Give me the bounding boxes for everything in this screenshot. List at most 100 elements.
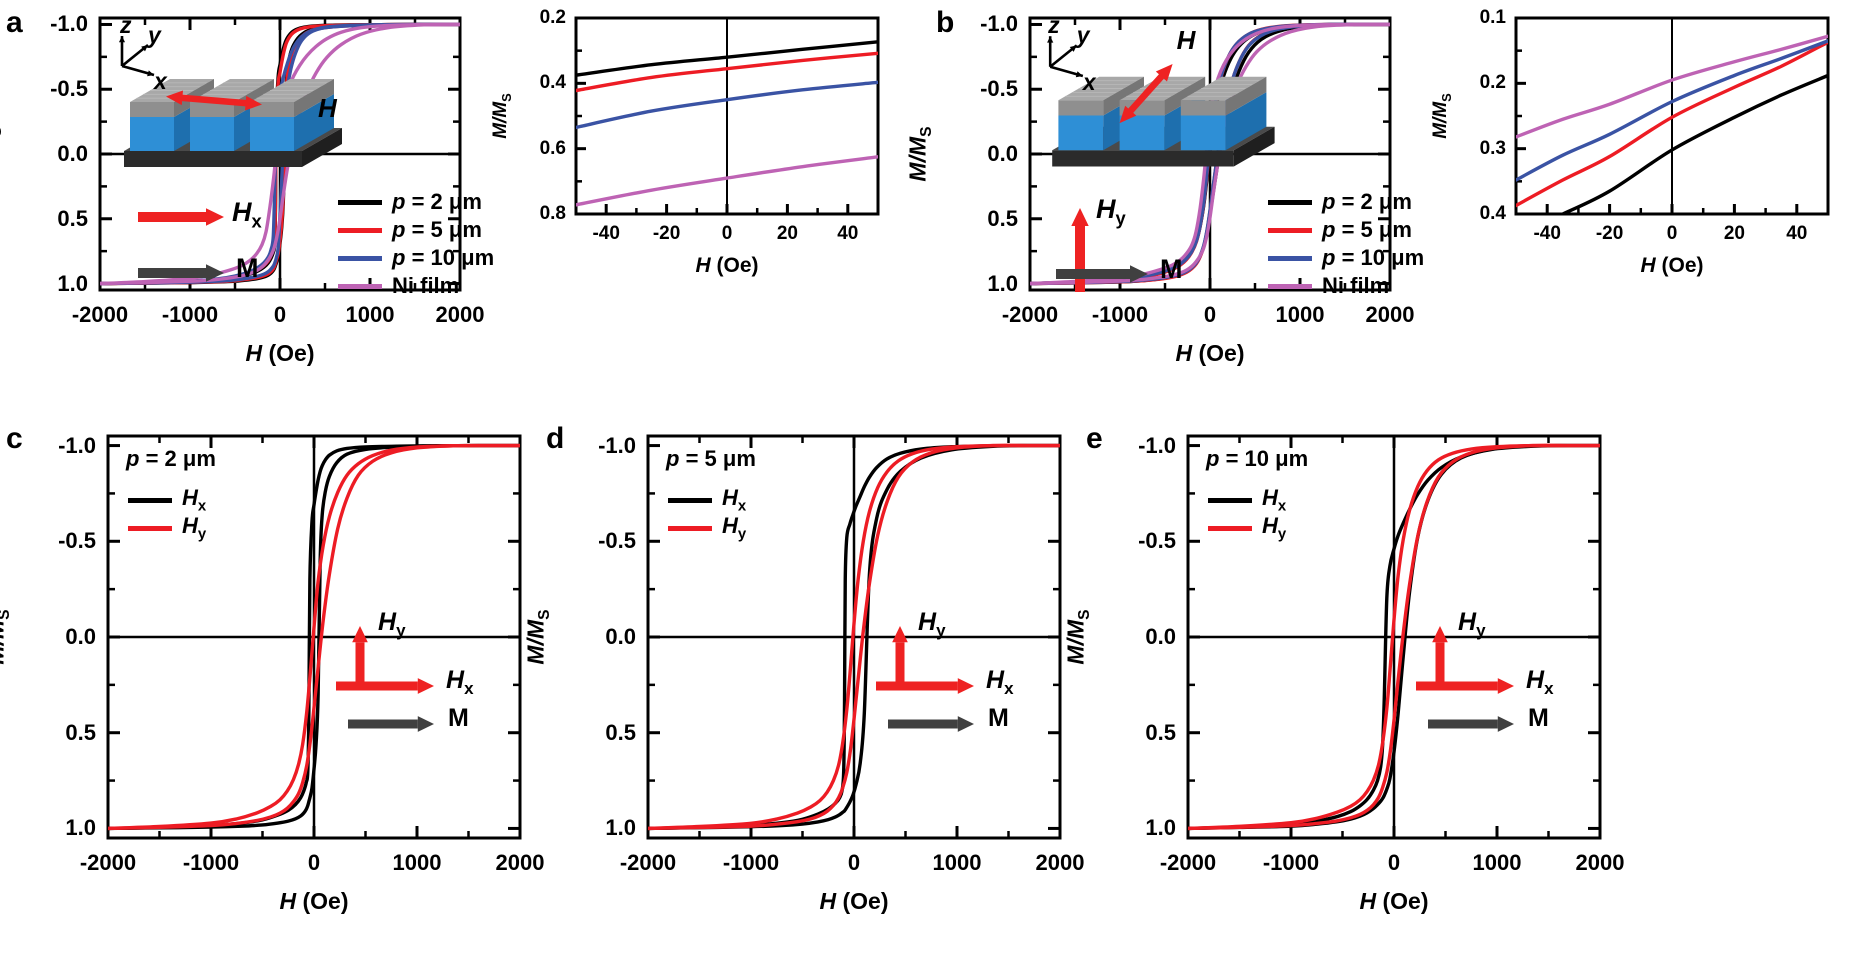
inset-yaxis-label-a_inset: M/MS — [490, 93, 514, 139]
legend-swatch — [338, 227, 382, 233]
m-label: M — [988, 704, 1009, 732]
m-label: M — [236, 253, 259, 283]
inset-ytick-a_inset-1: 0.6 — [539, 137, 566, 159]
xtick-d-4: 2000 — [1035, 850, 1085, 875]
axis-letter-z: z — [1048, 11, 1060, 38]
inset-schematic-perp — [118, 36, 342, 167]
legend-item-d-0[interactable]: Hx — [668, 485, 746, 515]
legend-item-c-0[interactable]: Hx — [128, 485, 206, 515]
m-label: M — [1160, 254, 1183, 284]
inset-curve-a_inset-0 — [576, 40, 878, 77]
ytick-b-4: -1.0 — [980, 11, 1018, 37]
legend-swatch — [1208, 525, 1252, 531]
xtick-c-2: 0 — [307, 850, 321, 875]
xtick-e-1: -1000 — [1262, 850, 1320, 875]
inset-xaxis-label-b_inset: H (Oe) — [1640, 254, 1704, 277]
field-arrow-icon — [166, 90, 262, 111]
ytick-d-1: 0.5 — [605, 719, 636, 745]
inset-xtick-b_inset-0: -40 — [1533, 223, 1561, 244]
legend-item-a-3[interactable]: Ni film — [338, 272, 494, 300]
legend-item-e-1[interactable]: Hy — [1208, 513, 1287, 543]
inset-schematic-along — [1047, 36, 1275, 167]
legend-swatch — [668, 497, 712, 503]
legend-label: Hy — [1262, 513, 1287, 543]
legend-label: Ni film — [1322, 273, 1390, 298]
hy-label: Hy — [1096, 194, 1126, 229]
xtick-a-3: 1000 — [345, 302, 395, 327]
inset-ytick-b_inset-3: 0.1 — [1479, 7, 1506, 28]
legend-swatch — [1268, 283, 1312, 289]
m-arrow-icon — [1056, 265, 1148, 283]
legend-swatch — [668, 525, 712, 531]
m-arrow-icon — [138, 264, 224, 282]
ytick-d-0: 1.0 — [605, 815, 636, 841]
panel-b: b -2000 -1000 0 1000 2000 1.0 0.5 0.0 -0.5 -1.0 H (… — [905, 0, 1425, 400]
hy-arrow-icon — [1071, 208, 1089, 292]
inset-ytick-a_inset-3: 0.2 — [539, 7, 566, 28]
plot-title-c: p = 2 μm — [126, 446, 216, 471]
xaxis-label-b: H (Oe) — [1175, 340, 1245, 366]
ytick-b-0: 1.0 — [987, 270, 1018, 296]
legend-a: p = 2 μm p = 5 μm p = 10 μm Ni film — [338, 188, 494, 300]
legend-d: Hx Hy — [668, 485, 746, 543]
panel-d: d -2000 -1000 0 1000 2000 1.0 0.5 0.0 -0.5 -1.0 H (… — [523, 420, 1100, 958]
xtick-b-4: 2000 — [1365, 302, 1415, 327]
legend-item-e-0[interactable]: Hx — [1208, 485, 1286, 515]
yaxis-label-b: M/MS — [904, 126, 936, 182]
panel-letter-d: d — [546, 422, 565, 455]
ytick-c-0: 1.0 — [65, 815, 96, 841]
inset-curve-b_inset-3 — [1516, 34, 1828, 139]
legend-label: p = 10 μm — [392, 245, 495, 270]
legend-item-a-0[interactable]: p = 2 μm — [338, 188, 494, 216]
yaxis-label-c: M/MS — [0, 609, 13, 665]
legend-label: p = 5 μm — [392, 217, 482, 242]
hx-label: Hx — [986, 666, 1014, 698]
legend-item-d-1[interactable]: Hy — [668, 513, 746, 543]
curve-b-3-y_dn — [1030, 22, 1390, 286]
legend-item-b-2[interactable]: p = 10 μm — [1268, 244, 1424, 272]
legend-swatch — [128, 497, 172, 503]
ytick-d-3: -0.5 — [598, 528, 636, 554]
hx-arrow-icon — [876, 678, 974, 694]
inset-xtick-b_inset-2: 0 — [1666, 223, 1678, 244]
hy-label: Hy — [378, 608, 406, 640]
legend-item-c-1[interactable]: Hy — [128, 513, 206, 543]
xtick-a-2: 0 — [273, 302, 287, 327]
panel-letter-b: b — [936, 6, 955, 39]
hx-label: Hx — [446, 666, 474, 698]
inset-ytick-b_inset-1: 0.3 — [1479, 137, 1506, 159]
xtick-d-2: 0 — [847, 850, 861, 875]
field-direction-annotation — [1416, 626, 1514, 732]
inset-xtick-b_inset-3: 20 — [1723, 223, 1745, 244]
axis-letter-z: z — [120, 12, 132, 38]
inset-xaxis-label-a_inset: H (Oe) — [695, 254, 759, 277]
ytick-a-2: 0.0 — [57, 141, 88, 166]
hx-arrow-icon — [336, 678, 434, 694]
legend-e: Hx Hy — [1208, 485, 1287, 543]
legend-swatch — [338, 283, 382, 289]
legend-swatch — [1268, 199, 1312, 205]
panel-e: e -2000 -1000 0 1000 2000 1.0 0.5 0.0 -0.5 -1.0 H (… — [1063, 420, 1640, 958]
ytick-c-4: -1.0 — [58, 432, 96, 458]
xtick-c-0: -2000 — [79, 850, 137, 875]
legend-swatch — [338, 255, 382, 261]
xtick-b-2: 0 — [1203, 302, 1217, 327]
inset-xtick-a_inset-3: 20 — [776, 223, 798, 244]
ytick-d-2: 0.0 — [605, 624, 636, 649]
legend-item-b-0[interactable]: p = 2 μm — [1268, 188, 1424, 216]
xtick-a-1: -1000 — [161, 302, 219, 327]
legend-item-b-3[interactable]: Ni film — [1268, 272, 1424, 300]
hy-arrow-icon — [352, 626, 368, 686]
xtick-a-0: -2000 — [71, 302, 129, 327]
legend-item-a-2[interactable]: p = 10 μm — [338, 244, 494, 272]
inset-ytick-b_inset-0: 0.4 — [1479, 203, 1506, 224]
legend-item-b-1[interactable]: p = 5 μm — [1268, 216, 1424, 244]
xtick-d-3: 1000 — [932, 850, 982, 875]
plot-area-c — [106, 434, 522, 840]
inset-xtick-a_inset-4: 40 — [837, 223, 859, 244]
inset-plot-a_inset — [574, 16, 880, 216]
ytick-e-0: 1.0 — [1145, 815, 1176, 841]
inset-ytick-a_inset-0: 0.8 — [539, 203, 566, 224]
legend-item-a-1[interactable]: p = 5 μm — [338, 216, 494, 244]
xtick-e-4: 2000 — [1575, 850, 1625, 875]
